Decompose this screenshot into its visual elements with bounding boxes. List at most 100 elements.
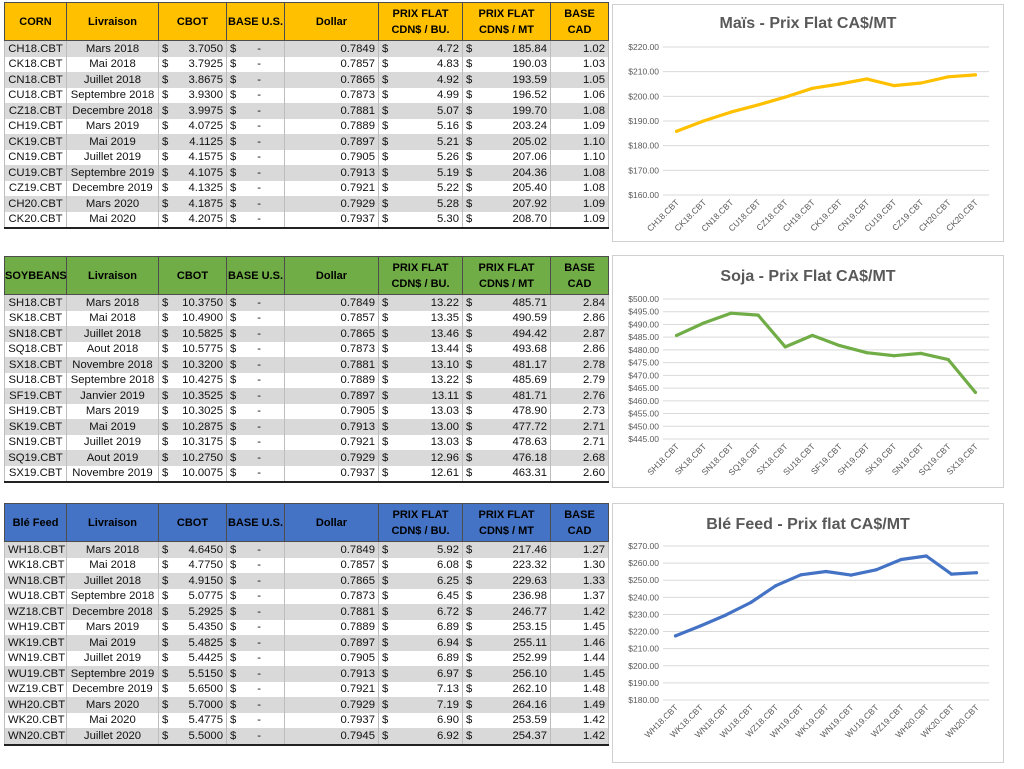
column-header[interactable]: PRIX FLAT CDN$ / MT: [462, 256, 551, 295]
table-cell[interactable]: Mai 2019: [66, 419, 159, 435]
data-point[interactable]: [673, 634, 678, 638]
table-cell[interactable]: $5.5000: [158, 728, 227, 746]
column-header[interactable]: CBOT: [158, 256, 227, 295]
table-cell[interactable]: Mars 2019: [66, 403, 159, 419]
column-header[interactable]: SOYBEANS: [4, 256, 67, 295]
table-cell[interactable]: $207.06: [462, 149, 551, 165]
table-cell[interactable]: 0.7945: [284, 728, 379, 746]
table-cell[interactable]: $ -: [226, 118, 285, 134]
table-cell[interactable]: SF19.CBT: [4, 388, 67, 404]
table-cell[interactable]: $3.9975: [158, 103, 227, 119]
table-row[interactable]: SK18.CBT Mai 2018 $10.4900 $ -0.7857 $13.35 $4…: [4, 310, 609, 326]
column-header[interactable]: BASE CAD: [550, 503, 609, 542]
table-cell[interactable]: $6.94: [378, 635, 463, 651]
table-cell[interactable]: WH19.CBT: [4, 619, 67, 635]
table-cell[interactable]: SN19.CBT: [4, 434, 67, 450]
table-cell[interactable]: 2.78: [550, 357, 609, 373]
table-cell[interactable]: $6.89: [378, 619, 463, 635]
table-cell[interactable]: $ -: [226, 450, 285, 466]
table-cell[interactable]: $ -: [226, 134, 285, 150]
table-cell[interactable]: $5.2925: [158, 604, 227, 620]
table-cell[interactable]: $5.4775: [158, 712, 227, 728]
data-point[interactable]: [702, 119, 706, 123]
corn-price-chart[interactable]: Maïs - Prix Flat CA$/MT $160.00 $170.00 $18…: [612, 4, 1004, 242]
table-cell[interactable]: Mars 2019: [66, 619, 159, 635]
table-row[interactable]: SU18.CBT Septembre 2018 $10.4275 $ -0.7889 $1…: [4, 372, 609, 388]
data-point[interactable]: [865, 351, 869, 355]
table-row[interactable]: WZ19.CBT Decembre 2019 $5.6500 $ -0.7921 $7.1…: [4, 681, 609, 697]
data-point[interactable]: [810, 333, 815, 338]
column-header[interactable]: PRIX FLAT CDN$ / BU.: [378, 256, 463, 295]
table-cell[interactable]: $193.59: [462, 72, 551, 88]
table-row[interactable]: SF19.CBT Janvier 2019 $10.3525 $ -0.7897 $13.…: [4, 388, 609, 404]
table-cell[interactable]: $ -: [226, 588, 285, 604]
table-cell[interactable]: Novembre 2018: [66, 357, 159, 373]
table-cell[interactable]: $10.3525: [158, 388, 227, 404]
table-cell[interactable]: 1.08: [550, 165, 609, 181]
table-cell[interactable]: 2.86: [550, 310, 609, 326]
table-row[interactable]: CU19.CBT Septembre 2019 $4.1075 $ -0.7913 $5.…: [4, 165, 609, 181]
table-cell[interactable]: 1.09: [550, 118, 609, 134]
table-cell[interactable]: $ -: [226, 697, 285, 713]
table-cell[interactable]: CN18.CBT: [4, 72, 67, 88]
table-cell[interactable]: $ -: [226, 40, 285, 57]
column-header[interactable]: CORN: [4, 2, 67, 41]
table-cell[interactable]: $ -: [226, 326, 285, 342]
table-cell[interactable]: WN20.CBT: [4, 728, 67, 746]
data-point[interactable]: [774, 584, 778, 588]
table-cell[interactable]: $13.22: [378, 294, 463, 311]
table-cell[interactable]: CZ19.CBT: [4, 180, 67, 196]
table-cell[interactable]: 1.44: [550, 650, 609, 666]
table-cell[interactable]: 0.7921: [284, 681, 379, 697]
table-cell[interactable]: 0.7905: [284, 403, 379, 419]
table-cell[interactable]: SQ18.CBT: [4, 341, 67, 357]
table-cell[interactable]: WK20.CBT: [4, 712, 67, 728]
table-cell[interactable]: 0.7849: [284, 294, 379, 311]
series-line[interactable]: [673, 554, 979, 638]
data-point[interactable]: [892, 354, 896, 358]
data-point[interactable]: [702, 321, 706, 325]
table-cell[interactable]: Mars 2018: [66, 40, 159, 57]
table-cell[interactable]: $463.31: [462, 465, 551, 483]
table-cell[interactable]: 2.71: [550, 434, 609, 450]
table-row[interactable]: WN20.CBT Juillet 2020 $5.5000 $ -0.7945 $6.92…: [4, 728, 609, 746]
table-cell[interactable]: 0.7881: [284, 604, 379, 620]
table-cell[interactable]: $5.26: [378, 149, 463, 165]
table-cell[interactable]: WZ19.CBT: [4, 681, 67, 697]
table-cell[interactable]: Decembre 2019: [66, 681, 159, 697]
table-cell[interactable]: $264.16: [462, 697, 551, 713]
data-point[interactable]: [919, 81, 923, 85]
table-cell[interactable]: $ -: [226, 419, 285, 435]
data-point[interactable]: [849, 573, 853, 577]
table-cell[interactable]: $4.1075: [158, 165, 227, 181]
table-cell[interactable]: $13.46: [378, 326, 463, 342]
table-cell[interactable]: $5.19: [378, 165, 463, 181]
table-cell[interactable]: $6.45: [378, 588, 463, 604]
table-cell[interactable]: $478.90: [462, 403, 551, 419]
column-header[interactable]: Blé Feed: [4, 503, 67, 542]
column-header[interactable]: Dollar: [284, 503, 379, 542]
table-cell[interactable]: $13.44: [378, 341, 463, 357]
table-row[interactable]: WK19.CBT Mai 2019 $5.4825 $ -0.7897 $6.94 $255…: [4, 635, 609, 651]
data-point[interactable]: [749, 600, 753, 605]
table-cell[interactable]: $ -: [226, 310, 285, 326]
data-point[interactable]: [699, 624, 703, 628]
data-point[interactable]: [924, 554, 928, 558]
table-cell[interactable]: Mai 2018: [66, 310, 159, 326]
table-cell[interactable]: 0.7881: [284, 357, 379, 373]
soy-price-chart[interactable]: Soja - Prix Flat CA$/MT $445.00 $450.00 $45…: [612, 255, 1004, 488]
table-row[interactable]: WK20.CBT Mai 2020 $5.4775 $ -0.7937 $6.90 $253…: [4, 712, 609, 728]
table-cell[interactable]: $4.0725: [158, 118, 227, 134]
data-point[interactable]: [799, 573, 803, 577]
table-cell[interactable]: 0.7905: [284, 149, 379, 165]
table-cell[interactable]: Mai 2018: [66, 56, 159, 72]
table-cell[interactable]: 1.46: [550, 635, 609, 651]
data-point[interactable]: [756, 313, 760, 317]
table-cell[interactable]: 1.42: [550, 728, 609, 746]
table-cell[interactable]: $6.92: [378, 728, 463, 746]
table-cell[interactable]: 1.03: [550, 56, 609, 72]
table-cell[interactable]: $10.3175: [158, 434, 227, 450]
table-row[interactable]: SX19.CBT Novembre 2019 $10.0075 $ -0.7937 $12…: [4, 465, 609, 483]
table-cell[interactable]: SK18.CBT: [4, 310, 67, 326]
table-cell[interactable]: WN18.CBT: [4, 573, 67, 589]
